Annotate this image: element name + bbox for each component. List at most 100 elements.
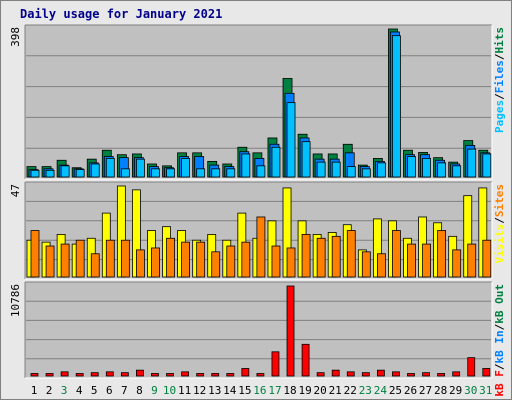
bar-sites	[316, 237, 326, 278]
bar-sites	[90, 253, 100, 278]
bar-kb	[301, 343, 310, 377]
bar-pages	[286, 102, 296, 178]
x-tick-label: 12	[193, 384, 206, 397]
bar-kb	[151, 373, 159, 377]
x-tick-label: 18	[283, 384, 296, 397]
y-max-label: 47	[9, 184, 22, 197]
bar-sites	[437, 230, 447, 278]
bar-pages	[346, 166, 356, 178]
x-tick-label: 25	[389, 384, 402, 397]
bar-sites	[196, 241, 206, 278]
bar-pages	[30, 169, 40, 178]
bar-sites	[376, 253, 386, 278]
bar-sites	[422, 243, 431, 278]
x-tick-label: 10	[163, 384, 176, 397]
bar-sites	[136, 249, 145, 278]
bar-kb	[407, 373, 415, 377]
chart-title: Daily usage for January 2021	[20, 7, 223, 21]
bar-pages	[226, 168, 236, 178]
legend-separator: /	[493, 217, 506, 224]
bar-pages	[482, 153, 492, 178]
bar-pages	[120, 168, 130, 178]
bar-sites	[75, 239, 85, 278]
bar-kb	[482, 368, 491, 377]
legend: Pages/Files/Hits	[493, 27, 506, 133]
bar-sites	[361, 251, 371, 278]
bar-kb	[256, 373, 265, 377]
x-tick-label: 13	[208, 384, 221, 397]
x-tick-label: 26	[404, 384, 417, 397]
bar-sites	[120, 239, 130, 278]
bar-sites	[226, 245, 236, 278]
x-tick-label: 27	[419, 384, 432, 397]
x-tick-label: 16	[253, 384, 266, 397]
bar-pages	[316, 161, 326, 178]
legend-entry: Pages	[493, 100, 506, 133]
bar-kb	[196, 373, 205, 377]
bar-sites	[166, 237, 175, 278]
bar-kb	[241, 368, 250, 377]
bar-sites	[241, 241, 251, 278]
bar-pages	[90, 163, 100, 178]
bar-pages	[301, 141, 311, 178]
bar-pages	[331, 161, 341, 178]
bar-pages	[376, 162, 386, 178]
x-tick-label: 2	[46, 384, 53, 397]
bar-sites	[105, 239, 115, 278]
x-tick-label: 7	[121, 384, 128, 397]
bar-kb	[75, 373, 84, 377]
x-tick-label: 15	[238, 384, 251, 397]
bar-pages	[271, 146, 281, 178]
bar-sites	[407, 243, 416, 278]
bar-sites	[60, 243, 70, 278]
x-tick-label: 8	[136, 384, 143, 397]
bar-kb	[316, 372, 325, 377]
bar-kb	[211, 373, 220, 377]
bar-sites	[181, 241, 191, 278]
x-tick-label: 9	[151, 384, 158, 397]
bar-pages	[467, 148, 477, 178]
bar-sites	[452, 249, 462, 278]
bar-kb	[226, 373, 235, 377]
bar-kb	[361, 372, 370, 377]
bar-sites	[256, 216, 266, 278]
bar-kb	[136, 369, 144, 377]
legend-separator: /	[493, 93, 506, 100]
bar-pages	[422, 158, 431, 178]
bar-pages	[60, 165, 70, 178]
x-tick-label: 19	[298, 384, 311, 397]
bar-kb	[392, 371, 400, 377]
bar-pages	[211, 168, 221, 178]
bar-pages	[361, 168, 371, 178]
x-tick-label: 24	[374, 384, 388, 397]
bar-pages	[392, 35, 401, 178]
bar-sites	[271, 245, 281, 278]
panel-background	[25, 282, 492, 378]
x-tick-label: 30	[464, 384, 477, 397]
x-tick-label: 31	[479, 384, 492, 397]
bar-kb	[45, 373, 54, 377]
y-max-label: 10786	[9, 284, 22, 317]
bar-kb	[30, 373, 39, 377]
bar-sites	[211, 251, 221, 278]
legend-entry: kB Out	[493, 284, 506, 324]
bar-pages	[196, 168, 206, 178]
x-tick-label: 29	[449, 384, 462, 397]
bar-pages	[45, 169, 55, 178]
legend-entry: Visits	[493, 224, 506, 264]
x-tick-label: 4	[76, 384, 83, 397]
bar-pages	[407, 156, 416, 178]
x-tick-label: 1	[31, 384, 38, 397]
bar-kb	[166, 373, 174, 377]
bar-pages	[75, 169, 85, 178]
x-tick-label: 20	[314, 384, 327, 397]
bar-kb	[452, 371, 461, 377]
bar-sites	[331, 235, 341, 278]
bar-kb	[286, 285, 295, 377]
bar-kb	[271, 351, 280, 377]
bar-sites	[151, 247, 160, 278]
bar-sites	[45, 245, 55, 278]
bar-kb	[346, 371, 355, 377]
